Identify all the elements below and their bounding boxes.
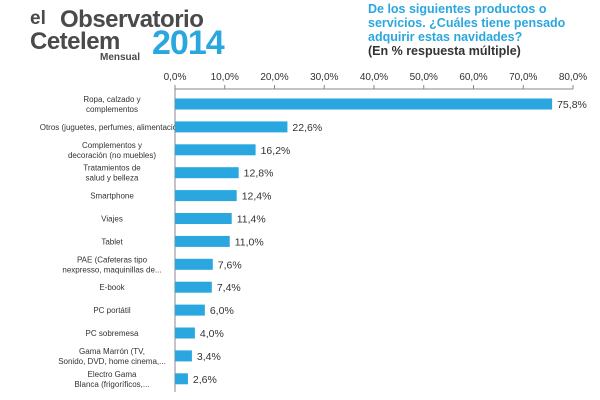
value-label: 6,0%: [210, 305, 234, 317]
value-label: 22,6%: [292, 122, 322, 134]
bar: [175, 235, 230, 247]
category-label: PC sobremesa: [86, 329, 139, 338]
x-tick-label: 10,0%: [211, 72, 239, 83]
x-tick-label: 40,0%: [360, 72, 388, 83]
category-label: Complementos y decoración (no muebles): [68, 141, 156, 160]
x-tick-label: 80,0%: [559, 72, 587, 83]
bars: [175, 98, 553, 385]
x-tick-label: 50,0%: [410, 72, 438, 83]
x-tick-label: 20,0%: [260, 72, 288, 83]
category-label: Otros (juguetes, perfumes, alimentación): [40, 123, 185, 132]
bar: [175, 167, 239, 179]
value-label: 7,6%: [218, 259, 242, 271]
survey-question: De los siguientes productos o servicios.…: [368, 2, 566, 44]
category-label: PAE (Cafeteras tipo nexpresso, maquinilla…: [62, 255, 161, 274]
logo-year: 2014: [152, 24, 225, 62]
value-label: 12,8%: [244, 168, 274, 180]
category-label: Tablet: [101, 237, 123, 246]
bar: [175, 190, 237, 202]
value-labels: 75,8% 22,6%16,2% 12,8% 12,4% 11,4% 11,0% 7,6% 7…: [193, 99, 587, 386]
category-label: PC portátil: [93, 306, 131, 315]
x-axis: 0,0% 10,0% 20,0% 30,0% 40,0% 50,0% 60,0% 70,0% 8…: [164, 72, 587, 392]
bar: [175, 213, 232, 224]
category-label: Gama Marrón (TV, Sonido, DVD, home cinema…: [58, 347, 166, 366]
category-label: Ropa, calzado y complementos: [83, 95, 140, 114]
bar: [175, 350, 192, 362]
logo: el Observatorio Cetelem Mensual 2014: [30, 6, 225, 63]
survey-subquestion: (En % respuesta múltiple): [368, 44, 521, 58]
bar: [175, 373, 188, 385]
bar: [175, 304, 205, 316]
value-label: 11,0%: [235, 236, 264, 248]
value-label: 2,6%: [193, 374, 217, 386]
value-label: 3,4%: [197, 351, 221, 363]
bar: [175, 121, 288, 133]
bar: [175, 144, 256, 156]
value-label: 4,0%: [200, 328, 224, 340]
x-tick-label: 70,0%: [509, 72, 537, 83]
bar: [175, 258, 213, 270]
value-label: 16,2%: [261, 145, 291, 157]
category-label: E-book: [99, 283, 125, 292]
value-label: 12,4%: [242, 191, 272, 203]
category-labels: Ropa, calzado y complementos Otros (juguet…: [40, 95, 185, 389]
x-tick-label: 60,0%: [459, 72, 487, 83]
value-label: 11,4%: [237, 214, 266, 226]
logo-mensual: Mensual: [100, 52, 141, 63]
bar: [175, 98, 553, 110]
logo-brand: Cetelem: [30, 28, 120, 55]
value-label: 75,8%: [557, 99, 587, 111]
x-tick-label: 0,0%: [164, 72, 187, 83]
category-label: Viajes: [101, 215, 123, 224]
bar: [175, 327, 195, 339]
category-label: Tratamientos de salud y belleza: [83, 164, 141, 183]
x-tick-label: 30,0%: [310, 72, 338, 83]
logo-el: el: [30, 8, 46, 29]
category-label: Smartphone: [90, 192, 134, 201]
category-label: Electro Gama Blanca (frigoríficos,...: [74, 370, 149, 389]
logo-observatorio: Observatorio: [60, 6, 204, 33]
value-label: 7,4%: [217, 282, 241, 294]
bar: [175, 281, 212, 293]
